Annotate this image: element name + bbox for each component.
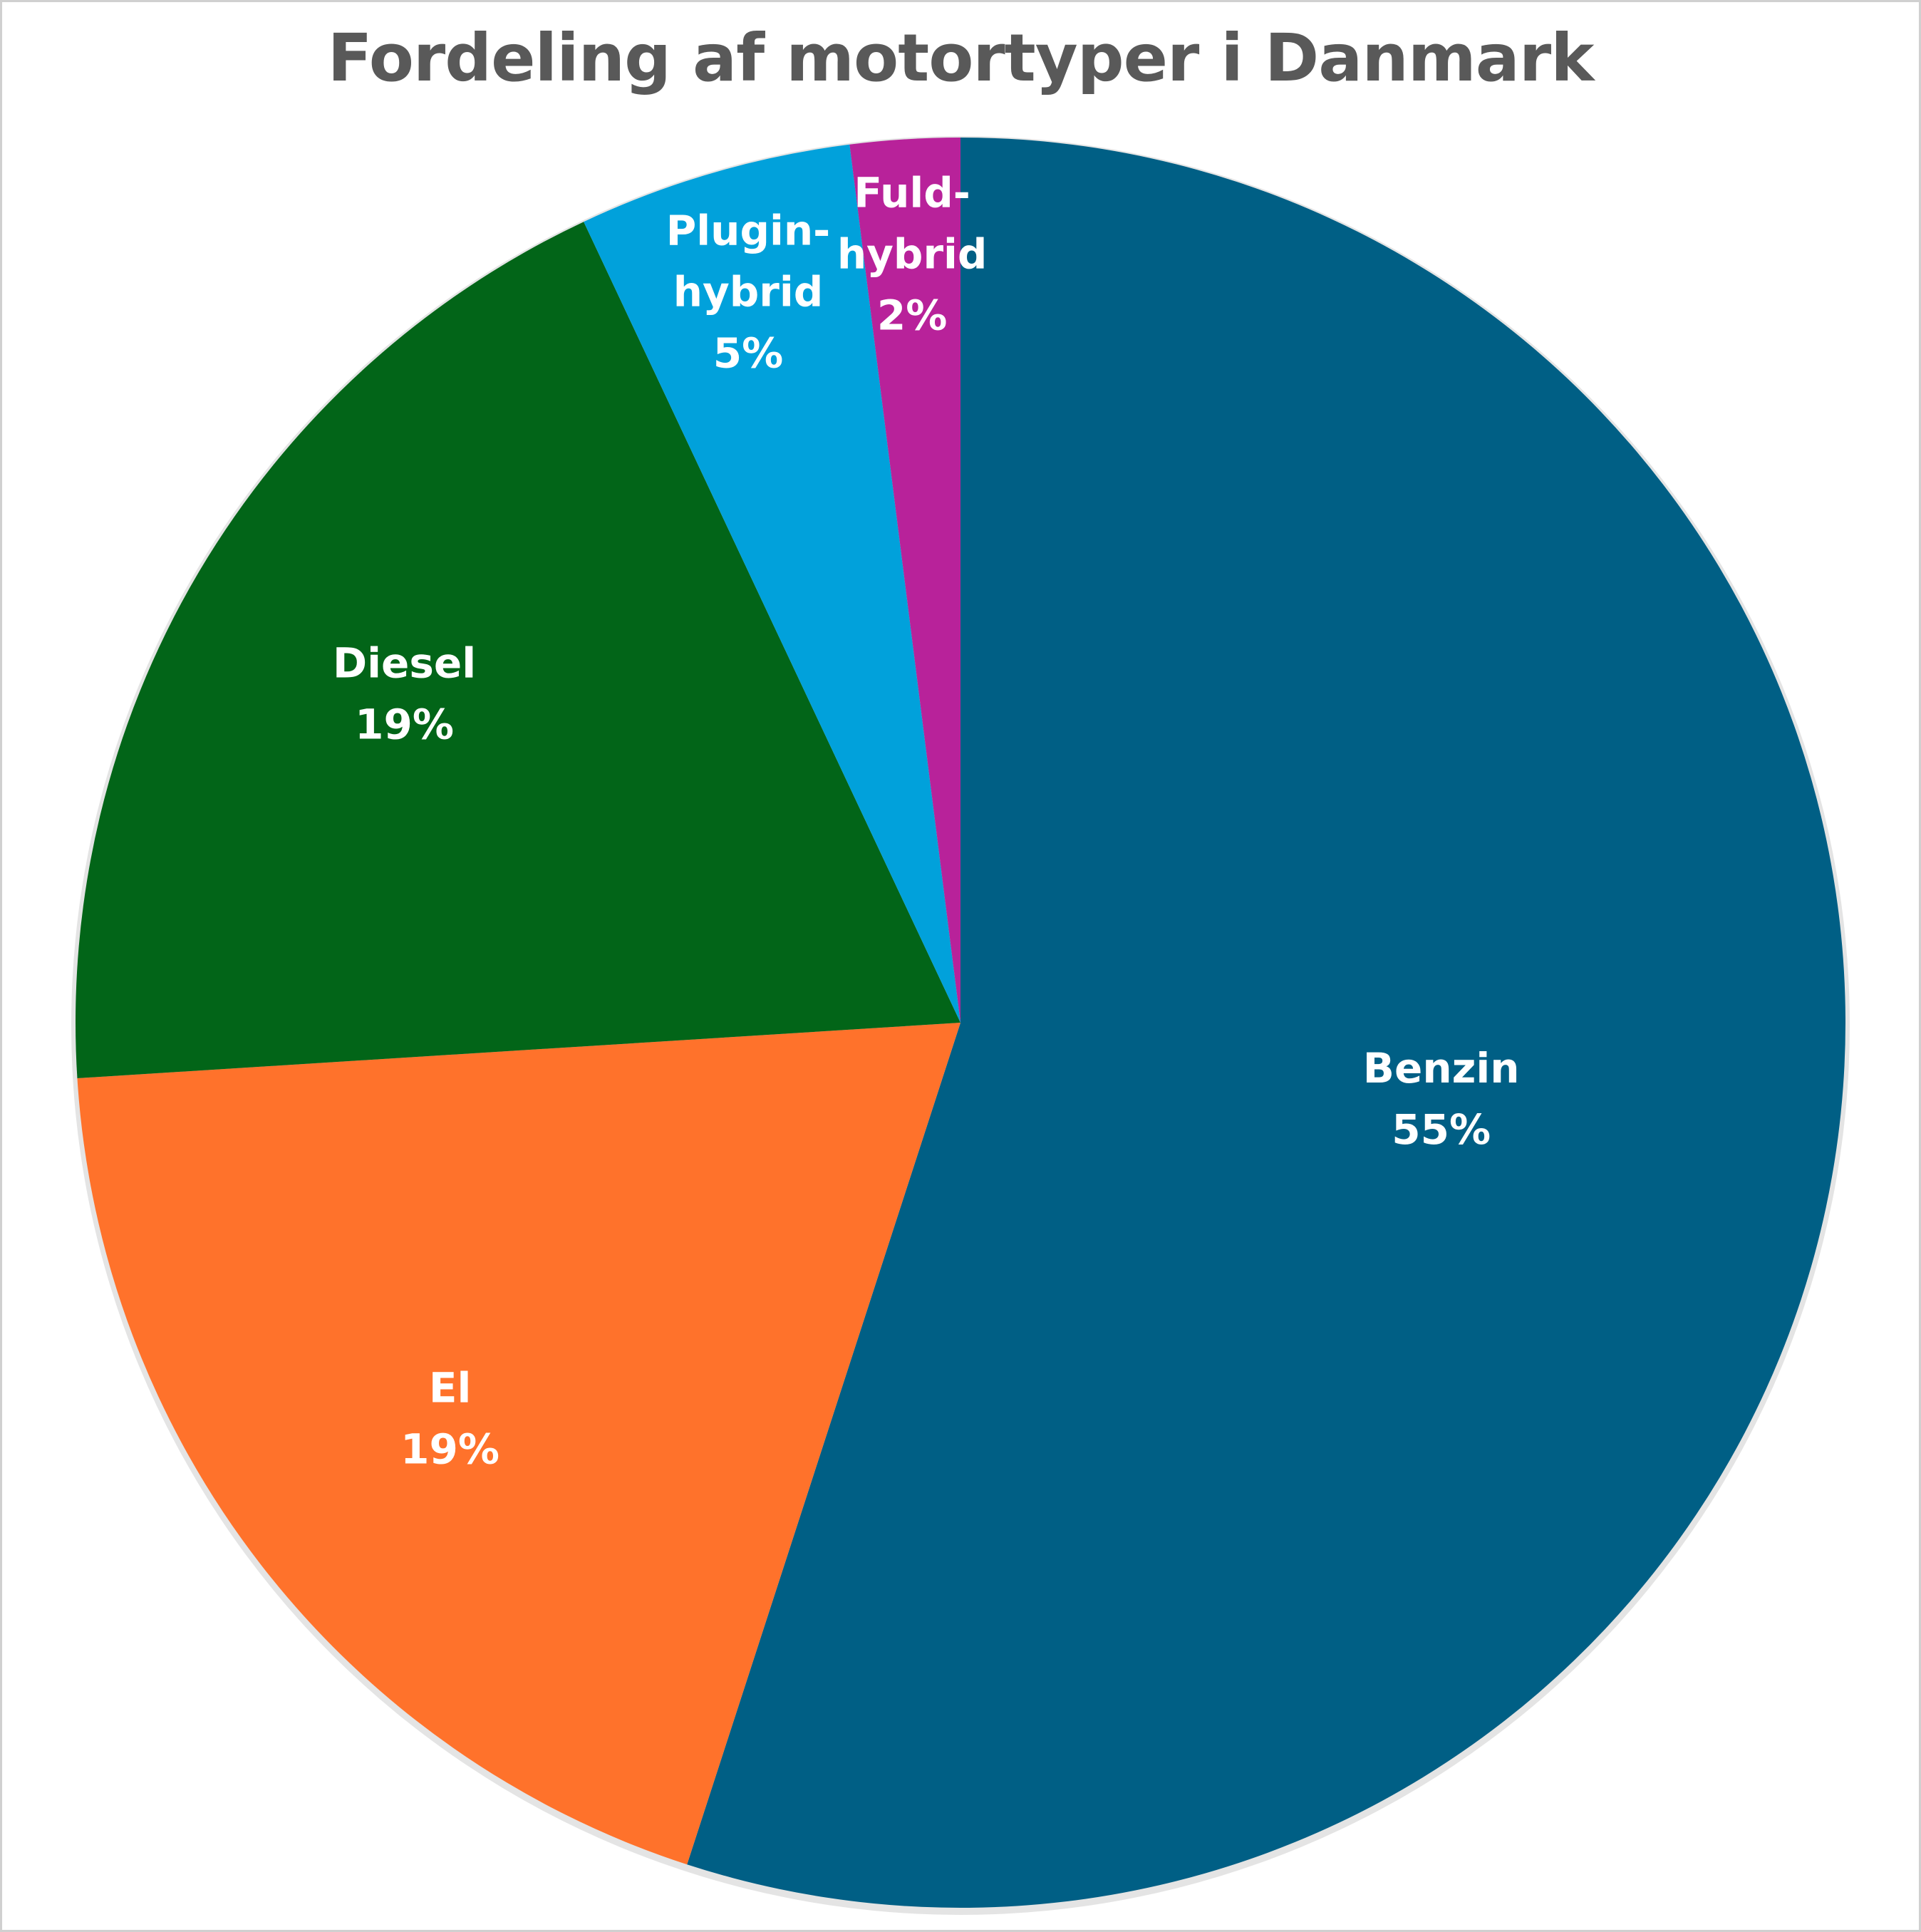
data-label-value: 19% (400, 1425, 499, 1474)
data-label-name: El (429, 1364, 472, 1412)
chart-title: Fordeling af motortyper i Danmark (327, 20, 1595, 96)
data-label-name: Plugin- (666, 206, 830, 254)
pie-slice-diesel (75, 222, 960, 1078)
data-label-diesel: Diesel 19% (333, 639, 476, 748)
data-label-value: 55% (1392, 1105, 1491, 1154)
data-label-benzin: Benzin 55% (1363, 1044, 1520, 1154)
pie-slice-el (77, 1023, 960, 1865)
data-label-name: Fuld- (854, 169, 970, 217)
data-label-name: hybrid (837, 230, 988, 279)
data-label-name: Benzin (1363, 1044, 1520, 1092)
data-label-name: Diesel (333, 639, 476, 687)
pie-slice-benzin (687, 138, 1846, 1908)
pie-slice-pluginhybrid (584, 144, 960, 1023)
data-label-name: hybrid (673, 267, 824, 316)
data-label-value: 5% (713, 329, 783, 377)
data-label-value: 19% (355, 700, 454, 748)
data-label-el: El 19% (400, 1364, 499, 1474)
pie-slice-fuldhybrid (849, 138, 960, 1023)
data-label-value: 2% (877, 291, 947, 340)
data-label-fuldhybrid: Fuld-hybrid 2% (837, 169, 988, 340)
data-label-pluginhybrid: Plugin-hybrid 5% (666, 206, 830, 377)
